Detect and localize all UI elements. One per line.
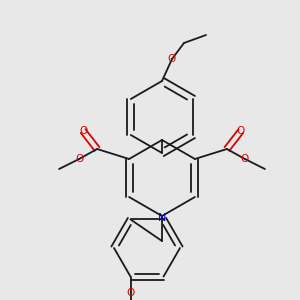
Text: O: O xyxy=(75,154,83,164)
Text: O: O xyxy=(237,126,245,136)
Text: O: O xyxy=(168,54,176,64)
Text: O: O xyxy=(126,288,135,298)
Text: O: O xyxy=(79,126,87,136)
Text: O: O xyxy=(241,154,249,164)
Text: N: N xyxy=(158,213,166,223)
